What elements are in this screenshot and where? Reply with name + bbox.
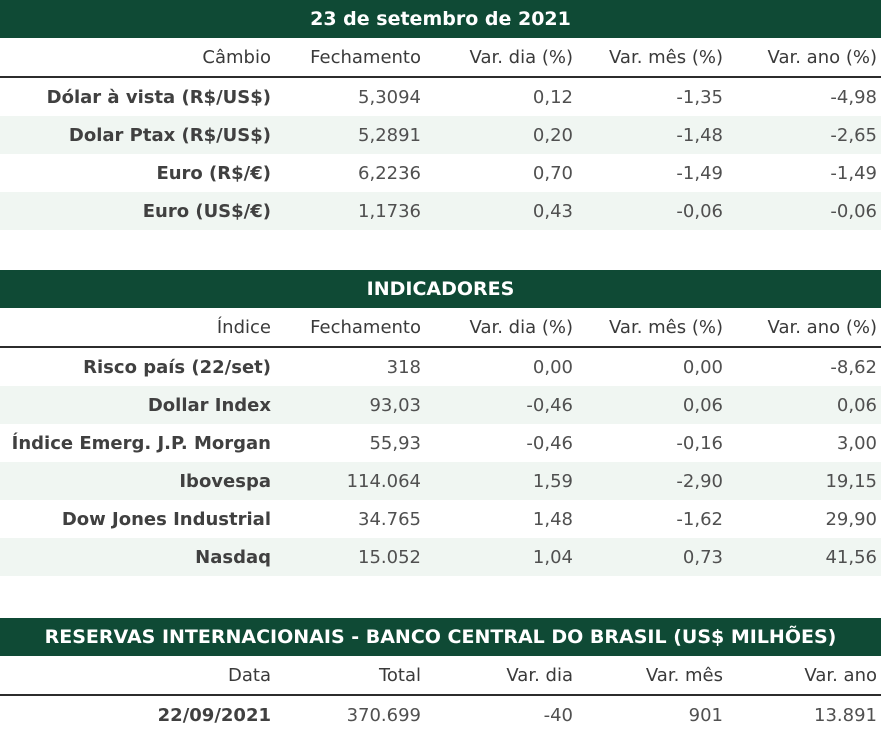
table-row: Nasdaq 15.052 1,04 0,73 41,56 [0,538,881,576]
var-dia-value: 0,70 [532,162,573,184]
close-value: 6,2236 [358,162,421,184]
var-dia-value: -40 [543,704,573,726]
close-value: 15.052 [275,538,425,576]
var-mes-value: 0,73 [577,538,727,576]
var-ano-value: -0,06 [727,192,881,230]
col-header-data: Data [0,656,275,696]
var-mes-value: -0,16 [676,432,723,454]
var-mes-value: -1,49 [676,162,723,184]
var-mes-value: -1,62 [676,508,723,530]
var-ano-value: -4,98 [830,86,877,108]
close-value: 1,1736 [275,192,425,230]
row-label: Dólar à vista (R$/US$) [46,86,271,108]
col-header-fechamento: Fechamento [275,308,425,348]
var-ano-value: 19,15 [727,462,881,500]
col-header-var-ano: Var. ano (%) [727,308,881,348]
close-value: 5,2891 [275,116,425,154]
close-value: 55,93 [369,432,421,454]
var-dia-value: 0,43 [425,192,577,230]
row-label: Dow Jones Industrial [61,508,271,530]
row-label: 22/09/2021 [157,704,271,726]
indicadores-table: Índice Fechamento Var. dia (%) Var. mês … [0,308,881,576]
var-mes-value: 0,00 [682,356,723,378]
row-label: Nasdaq [0,538,275,576]
col-header-total: Total [275,656,425,696]
cambio-table: Câmbio Fechamento Var. dia (%) Var. mês … [0,38,881,230]
col-header-cambio: Câmbio [0,38,275,78]
col-header-var-mes: Var. mês (%) [577,308,727,348]
table-row: Índice Emerg. J.P. Morgan 55,93 -0,46 -0,16… [0,424,881,462]
close-value: 370.699 [346,704,421,726]
cambio-section: 23 de setembro de 2021 Câmbio Fechamento… [0,0,881,230]
var-mes-value: -1,48 [577,116,727,154]
col-header-var-dia: Var. dia (%) [425,308,577,348]
table-row: Euro (US$/€) 1,1736 0,43 -0,06 -0,06 [0,192,881,230]
table-row: Euro (R$/€) 6,2236 0,70 -1,49 -1,49 [0,154,881,192]
var-ano-value: -1,49 [830,162,877,184]
indicadores-section: INDICADORES Índice Fechamento Var. dia (… [0,270,881,576]
indicadores-title: INDICADORES [0,270,881,308]
table-row: Ibovespa 114.064 1,59 -2,90 19,15 [0,462,881,500]
reservas-table: Data Total Var. dia Var. mês Var. ano 22… [0,656,881,734]
row-label: Euro (R$/€) [156,162,271,184]
var-dia-value: -0,46 [526,432,573,454]
var-ano-value: -8,62 [830,356,877,378]
col-header-indice: Índice [0,308,275,348]
reservas-header-row: Data Total Var. dia Var. mês Var. ano [0,656,881,696]
var-ano-value: -2,65 [727,116,881,154]
var-ano-value: 13.891 [814,704,877,726]
var-mes-value: -2,90 [577,462,727,500]
cambio-title: 23 de setembro de 2021 [0,0,881,38]
var-ano-value: 41,56 [727,538,881,576]
var-ano-value: 29,90 [825,508,877,530]
close-value: 93,03 [275,386,425,424]
var-mes-value: -0,06 [577,192,727,230]
close-value: 34.765 [358,508,421,530]
var-dia-value: -0,46 [425,386,577,424]
var-ano-value: 3,00 [836,432,877,454]
var-dia-value: 1,04 [425,538,577,576]
row-label: Risco país (22/set) [83,356,271,378]
var-dia-value: 0,20 [425,116,577,154]
col-header-var-ano: Var. ano [727,656,881,696]
col-header-var-ano: Var. ano (%) [727,38,881,78]
table-row: Dólar à vista (R$/US$) 5,3094 0,12 -1,35 -4,… [0,77,881,116]
var-ano-value: 0,06 [727,386,881,424]
table-row: Risco país (22/set) 318 0,00 0,00 -8,62 [0,347,881,386]
close-value: 318 [386,356,421,378]
indicadores-header-row: Índice Fechamento Var. dia (%) Var. mês … [0,308,881,348]
row-label: Ibovespa [0,462,275,500]
close-value: 114.064 [275,462,425,500]
table-row: Dow Jones Industrial 34.765 1,48 -1,62 29,90 [0,500,881,538]
var-dia-value: 0,12 [532,86,573,108]
cambio-header-row: Câmbio Fechamento Var. dia (%) Var. mês … [0,38,881,78]
row-label: Índice Emerg. J.P. Morgan [11,432,271,454]
var-mes-value: -1,35 [676,86,723,108]
row-label: Euro (US$/€) [0,192,275,230]
table-row: 22/09/2021 370.699 -40 901 13.891 [0,695,881,734]
var-dia-value: 1,59 [425,462,577,500]
col-header-var-dia: Var. dia (%) [425,38,577,78]
var-mes-value: 901 [688,704,723,726]
reservas-section: RESERVAS INTERNACIONAIS - BANCO CENTRAL … [0,618,881,734]
col-header-var-mes: Var. mês (%) [577,38,727,78]
close-value: 5,3094 [358,86,421,108]
col-header-var-dia: Var. dia [425,656,577,696]
reservas-title: RESERVAS INTERNACIONAIS - BANCO CENTRAL … [0,618,881,656]
row-label: Dollar Index [0,386,275,424]
col-header-fechamento: Fechamento [275,38,425,78]
table-row: Dolar Ptax (R$/US$) 5,2891 0,20 -1,48 -2,65 [0,116,881,154]
var-mes-value: 0,06 [577,386,727,424]
table-row: Dollar Index 93,03 -0,46 0,06 0,06 [0,386,881,424]
col-header-var-mes: Var. mês [577,656,727,696]
var-dia-value: 1,48 [532,508,573,530]
var-dia-value: 0,00 [532,356,573,378]
row-label: Dolar Ptax (R$/US$) [0,116,275,154]
